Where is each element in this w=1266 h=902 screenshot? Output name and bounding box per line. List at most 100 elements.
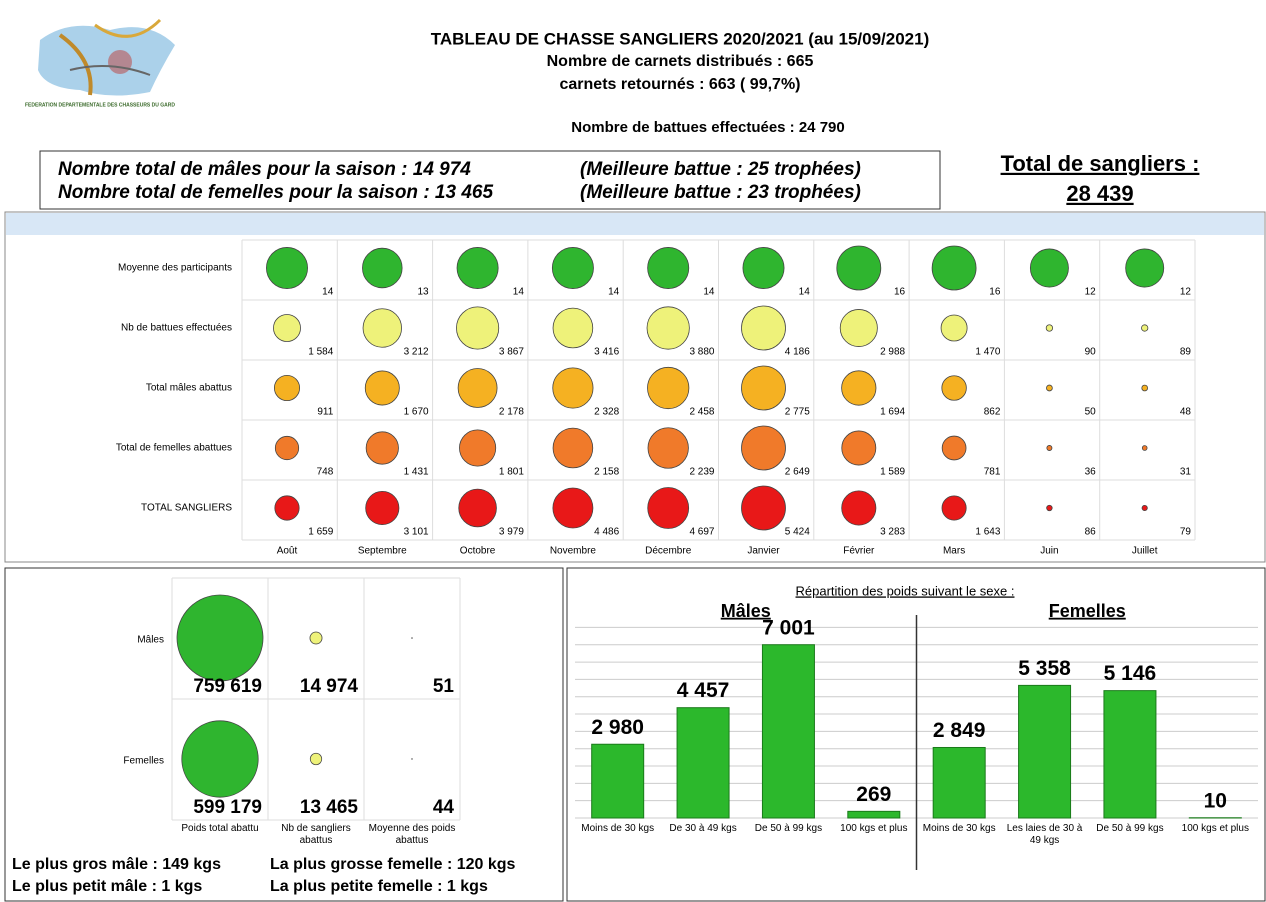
bubble [1046,445,1053,451]
bubble [647,427,689,469]
x-tick-label: 100 kgs et plus [1181,823,1249,834]
value-label: 759 619 [193,676,262,697]
value-label: 2 649 [785,467,810,478]
bubble [941,435,967,461]
bubble [552,487,594,529]
bar [1018,684,1072,819]
value-label: 748 [317,467,334,478]
value-label: 269 [856,783,891,806]
bubble [459,429,497,467]
value-label: 4 186 [785,347,810,358]
bubble [1125,248,1165,288]
bubble [941,375,967,401]
value-label: 1 643 [975,527,1000,538]
bubble [274,495,300,521]
value-label: 2 158 [594,467,619,478]
value-label: 13 465 [300,797,359,818]
bubble [364,370,400,406]
bubble [365,431,399,465]
x-tick-label: Octobre [460,546,496,557]
bar [932,746,986,819]
bubble [931,245,977,291]
value-label: 14 [703,287,715,298]
x-tick-label: Moins de 30 kgs [922,823,996,834]
value-label: 1 670 [404,407,429,418]
value-label: 2 980 [591,716,644,739]
bubble [1141,445,1148,451]
bubble [273,314,301,342]
value-label: 911 [317,407,333,418]
value-label: 4 697 [689,527,714,538]
subtitle: Nombre de carnets distribués : 665 [547,53,814,70]
bubble [552,427,594,469]
value-label: 1 801 [499,467,524,478]
record: La plus grosse femelle : 120 kgs [270,856,516,873]
bubble [1141,504,1148,512]
bubble [309,752,323,766]
value-label: 4 486 [594,527,619,538]
value-label: 14 [322,287,334,298]
value-label: 16 [989,287,1001,298]
bubble [839,309,878,347]
bubble [941,495,967,521]
bubble [181,720,259,798]
x-tick-label: Moins de 30 kgs [581,823,655,834]
x-tick-label: Septembre [358,546,407,557]
total-value: 28 439 [1066,181,1133,206]
bubble [362,247,403,289]
record: Le plus gros mâle : 149 kgs [12,856,221,873]
value-label: 1 694 [880,407,905,418]
bubble [646,306,690,350]
value-label: 1 589 [880,467,905,478]
value-label: 3 867 [499,347,524,358]
value-label: 2 328 [594,407,619,418]
bubble [365,490,400,526]
bubble [841,370,877,406]
bar-panel [566,567,1266,902]
bubble [176,594,264,682]
value-label: 12 [1085,287,1097,298]
bubble [274,435,300,461]
value-label: 5 358 [1018,657,1071,680]
row-label: Nb de battues effectuées [121,323,232,334]
x-tick-label: De 50 à 99 kgs [1096,823,1164,834]
summary-text: Nombre total de mâles pour la saison : 1… [58,159,471,180]
bubble [1141,324,1149,332]
column-label: Moyenne des poids abattus [368,823,456,846]
value-label: 7 001 [762,616,815,639]
bubble [741,485,786,531]
bubble [457,368,498,408]
bubble [551,247,594,289]
bubble [1141,384,1148,392]
bubble [1046,504,1053,512]
value-label: 3 979 [499,527,524,538]
bubble [647,487,690,529]
value-label: 90 [1085,347,1097,358]
bar [676,707,730,819]
value-label: 862 [984,407,1001,418]
chart-title: Répartition des poids suivant le sexe : [796,583,1015,598]
bubble [458,488,497,528]
bubble [647,247,690,289]
value-label: 1 659 [308,527,333,538]
bubble [647,366,690,410]
value-label: 3 212 [404,347,429,358]
value-label: 3 283 [880,527,905,538]
x-tick-label: Novembre [550,546,597,557]
bubble [836,245,882,291]
value-label: 5 424 [785,527,810,538]
bubble [1046,384,1053,392]
record: La plus petite femelle : 1 kgs [270,878,488,895]
value-label: 599 179 [193,797,262,818]
bubble [940,314,968,342]
value-label: 14 [799,287,811,298]
value-label: 781 [984,467,1001,478]
x-tick-label: Juin [1040,546,1058,557]
bubble [266,247,308,289]
value-label: 3 101 [404,527,429,538]
bubble [309,631,323,645]
subtitle: carnets retournés : 663 ( 99,7%) [560,76,801,93]
x-tick-label: Février [843,546,875,557]
value-label: 2 178 [499,407,524,418]
